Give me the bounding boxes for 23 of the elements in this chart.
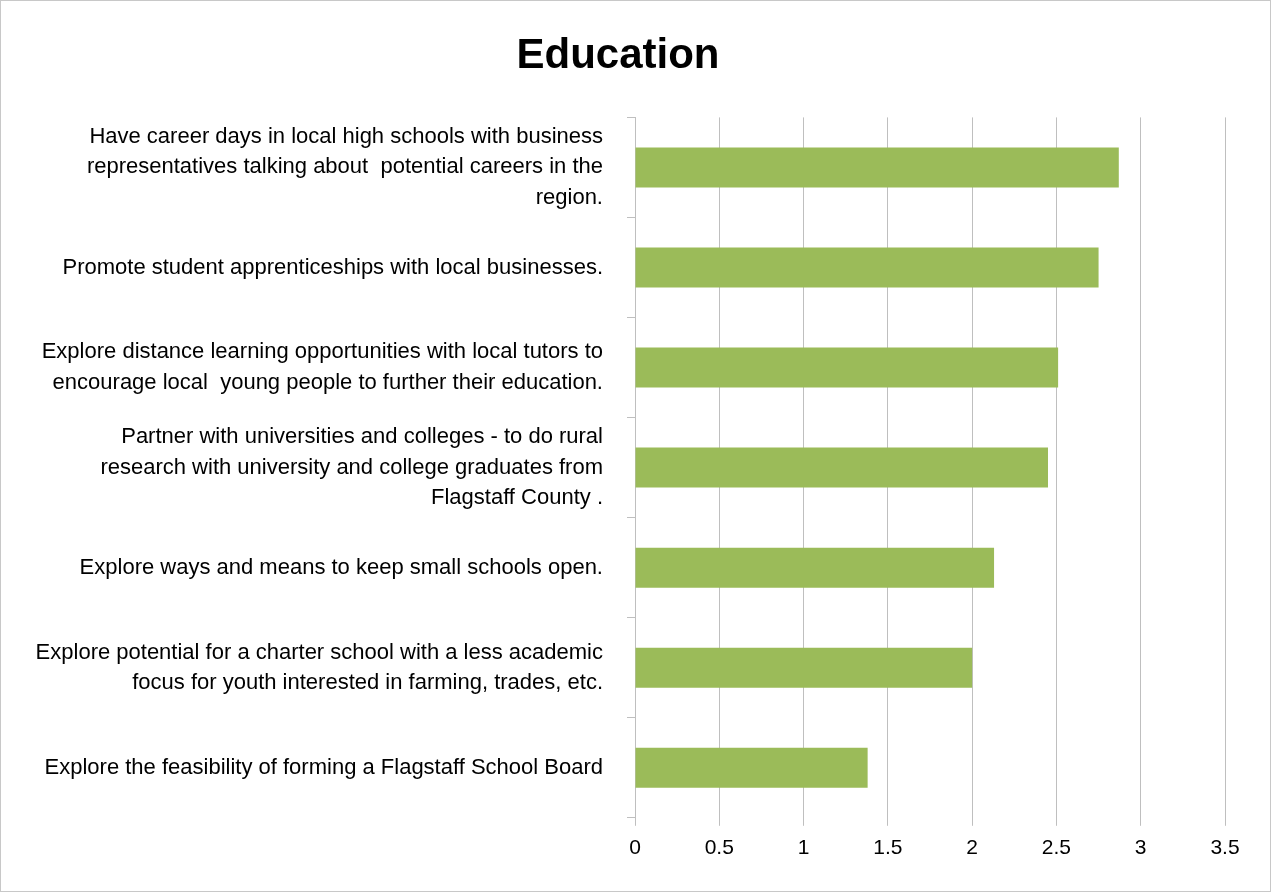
x-tick-label: 3 <box>1134 835 1147 859</box>
y-tick-label: Promote student apprenticeships with local businesses. <box>62 253 603 279</box>
y-tick-label: Explore ways and means to keep small schools open. <box>79 553 603 579</box>
x-tick-label: 0 <box>629 835 641 859</box>
y-tick-label: Explore the feasibility of forming a Flagstaff School Board <box>44 753 603 779</box>
x-tick-label: 2 <box>966 835 978 859</box>
x-tick-label: 3.5 <box>1210 835 1240 859</box>
bar <box>635 447 1048 488</box>
bar <box>635 647 973 688</box>
y-tick-label: Explore potential for a charter school with a less academic focus for youth interested in farming, trades, etc. <box>35 638 603 694</box>
bar <box>635 247 1099 288</box>
bar <box>635 547 995 588</box>
x-tick-label: 1 <box>797 835 810 859</box>
x-tick-label: 1.5 <box>873 835 903 859</box>
y-tick-label: Explore distance learning opportunities with local tutors to encourage local young people to further their education. <box>41 338 603 394</box>
bar <box>635 747 868 788</box>
y-tick-label: Have career days in local high schools with business representatives talking about potential careers in the region. <box>86 123 603 209</box>
chart-title: Education <box>516 29 720 77</box>
x-tick-label: 2.5 <box>1041 835 1072 859</box>
bar <box>635 147 1119 188</box>
x-tick-label: 0.5 <box>704 835 734 859</box>
y-tick-label: Partner with universities and colleges - to do rural research with university and college graduates from Flagstaff County . <box>100 423 603 510</box>
bar <box>635 347 1059 388</box>
